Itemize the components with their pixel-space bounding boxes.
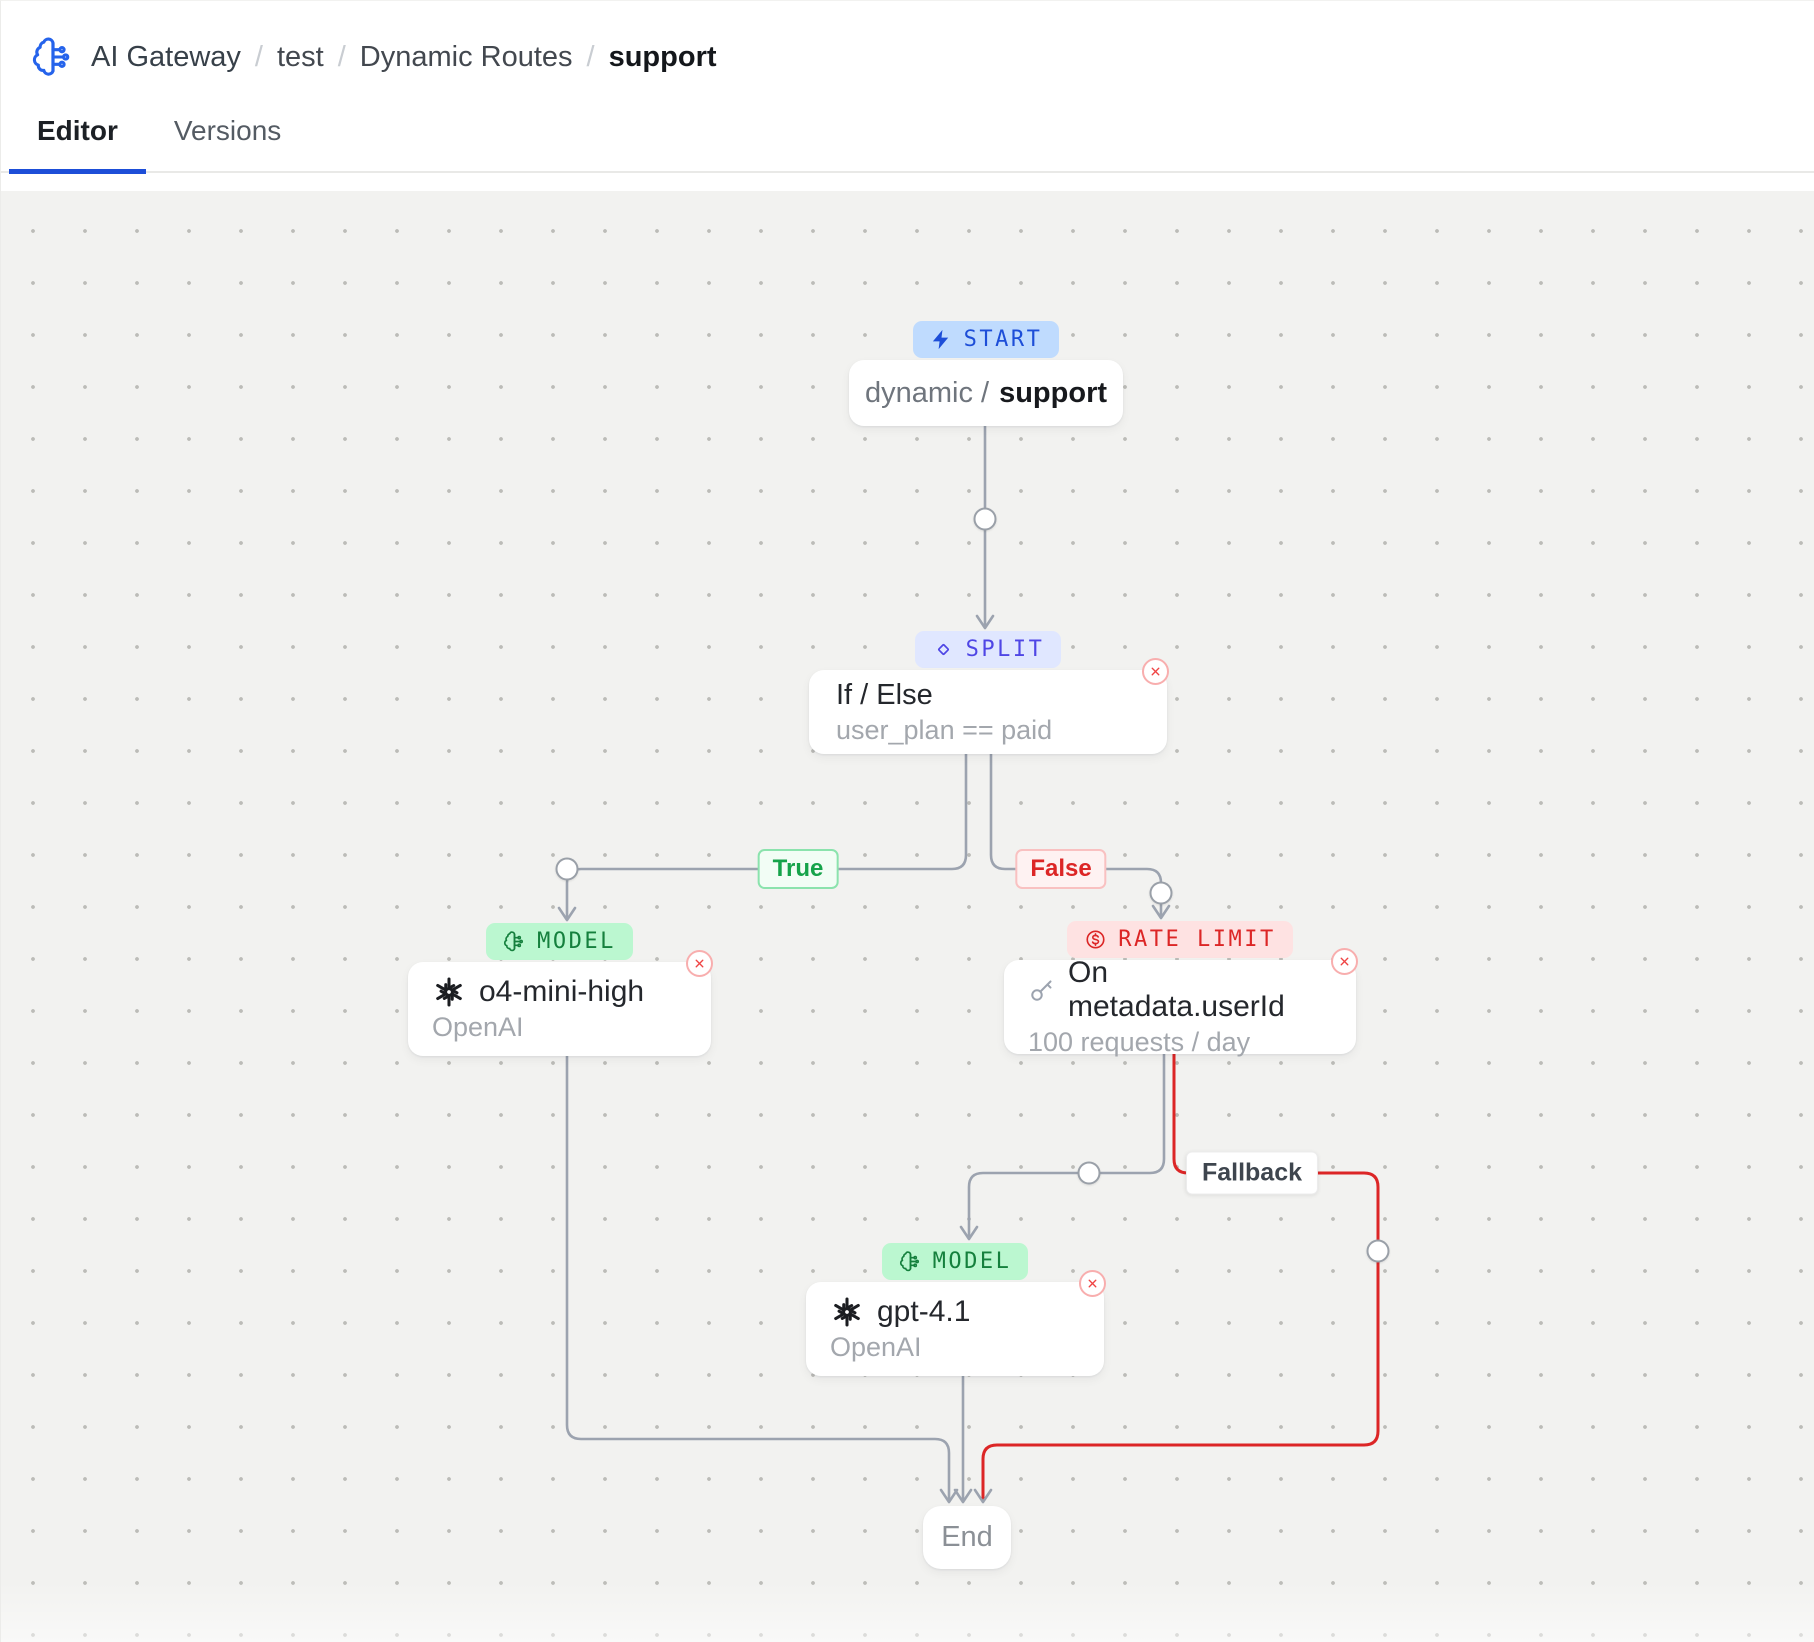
close-icon bbox=[1088, 1279, 1097, 1288]
breadcrumb-ai-gateway[interactable]: AI Gateway bbox=[91, 40, 241, 73]
openai-logo bbox=[432, 975, 466, 1009]
split-card: If / Else user_plan == paid bbox=[809, 658, 1169, 754]
split-badge: SPLIT bbox=[914, 631, 1062, 668]
split-condition: user_plan == paid bbox=[836, 714, 1053, 745]
route-type: dynamic / bbox=[864, 376, 990, 409]
lightning-icon bbox=[932, 329, 948, 350]
edge-split-false[interactable] bbox=[989, 753, 1163, 918]
model-badge-label: MODEL bbox=[537, 929, 616, 954]
start-card: dynamic / support bbox=[849, 360, 1123, 426]
node-model-true[interactable]: MODEL o4-mini-high OpenAI bbox=[408, 923, 713, 1056]
edge-split-true[interactable] bbox=[565, 753, 968, 920]
breadcrumb-dynamic-routes[interactable]: Dynamic Routes bbox=[359, 40, 573, 73]
split-badge-label: SPLIT bbox=[965, 637, 1045, 662]
edge-handle-rate-model[interactable] bbox=[1077, 1161, 1101, 1185]
node-split[interactable]: SPLIT If / Else user_plan == paid bbox=[809, 631, 1169, 754]
edges-layer bbox=[557, 425, 1380, 1504]
rate-limit-card: On metadata.userId 100 requests / day bbox=[1004, 948, 1358, 1057]
brain-circuit-icon bbox=[31, 35, 75, 79]
edge-label-fallback: Fallback bbox=[1185, 1151, 1319, 1195]
tab-editor[interactable]: Editor bbox=[9, 101, 146, 174]
edge-fallback[interactable] bbox=[981, 1053, 1380, 1502]
brain-circuit-icon bbox=[504, 931, 524, 952]
dollar-circle-icon bbox=[1086, 930, 1105, 949]
route-name: support bbox=[999, 376, 1108, 409]
breadcrumb-separator: / bbox=[586, 40, 595, 73]
model-name: o4-mini-high bbox=[479, 975, 645, 1008]
openai-logo bbox=[830, 1295, 864, 1329]
model-badge-label: MODEL bbox=[932, 1249, 1012, 1274]
split-title: If / Else bbox=[836, 678, 933, 711]
flow-canvas[interactable]: True False Fallback START dynamic / supp… bbox=[1, 191, 1814, 1642]
start-badge: START bbox=[912, 321, 1060, 358]
node-end[interactable]: End bbox=[923, 1506, 1011, 1569]
model-provider: OpenAI bbox=[432, 1012, 524, 1042]
delete-model-true-button[interactable] bbox=[686, 950, 713, 977]
node-rate-limit[interactable]: RATE LIMIT On metadata.userId 100 reques… bbox=[1004, 921, 1358, 1057]
model-name: gpt-4.1 bbox=[877, 1295, 971, 1328]
breadcrumb: AI Gateway / test / Dynamic Routes / sup… bbox=[1, 1, 1814, 79]
model-true-card: o4-mini-high OpenAI bbox=[408, 950, 713, 1056]
edge-handle-start-split[interactable] bbox=[973, 507, 997, 531]
delete-split-button[interactable] bbox=[1142, 658, 1169, 685]
rate-limit-quota: 100 requests / day bbox=[1028, 1027, 1251, 1057]
end-label: End bbox=[941, 1521, 993, 1553]
rate-limit-badge-label: RATE LIMIT bbox=[1118, 927, 1276, 952]
model-provider: OpenAI bbox=[830, 1332, 922, 1362]
breadcrumb-separator: / bbox=[254, 40, 263, 73]
edge-handle-false[interactable] bbox=[1149, 881, 1173, 905]
edge-rate-model[interactable] bbox=[967, 1053, 1166, 1239]
edge-model-true-end[interactable] bbox=[565, 1055, 951, 1502]
breadcrumb-test[interactable]: test bbox=[276, 40, 324, 73]
node-start[interactable]: START dynamic / support bbox=[849, 321, 1123, 426]
edge-handle-fallback[interactable] bbox=[1366, 1239, 1390, 1263]
tab-bar: Editor Versions bbox=[1, 101, 1814, 174]
model-badge: MODEL bbox=[881, 1243, 1029, 1280]
edge-label-true: True bbox=[757, 849, 839, 889]
close-icon bbox=[695, 959, 704, 968]
rate-limit-badge: RATE LIMIT bbox=[1067, 921, 1293, 958]
key-icon bbox=[1028, 977, 1055, 1004]
edge-handle-true[interactable] bbox=[555, 857, 579, 881]
tab-versions[interactable]: Versions bbox=[173, 115, 282, 146]
brain-circuit-icon bbox=[899, 1251, 919, 1272]
start-badge-label: START bbox=[963, 327, 1043, 352]
close-icon bbox=[1340, 957, 1349, 966]
close-icon bbox=[1151, 667, 1160, 676]
delete-model-fallback-button[interactable] bbox=[1079, 1270, 1106, 1297]
model-badge: MODEL bbox=[486, 923, 633, 960]
delete-rate-limit-button[interactable] bbox=[1331, 948, 1358, 975]
arrowheads bbox=[557, 614, 1171, 1504]
breadcrumb-support: support bbox=[608, 40, 717, 73]
model-fallback-card: gpt-4.1 OpenAI bbox=[806, 1270, 1106, 1376]
edge-label-false: False bbox=[1015, 849, 1107, 889]
breadcrumb-separator: / bbox=[337, 40, 346, 73]
header: AI Gateway / test / Dynamic Routes / sup… bbox=[1, 1, 1814, 191]
rate-limit-key: On metadata.userId bbox=[1068, 956, 1285, 1023]
diamond-icon bbox=[937, 644, 949, 655]
node-model-fallback[interactable]: MODEL gpt-4.1 OpenAI bbox=[806, 1243, 1106, 1376]
